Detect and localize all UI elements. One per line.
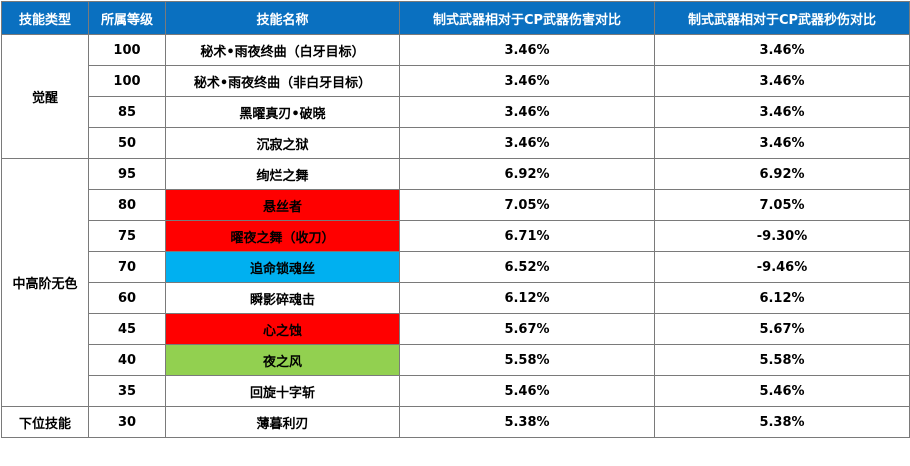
header-row: 技能类型 所属等级 技能名称 制式武器相对于CP武器伤害对比 制式武器相对于CP…: [1, 1, 910, 35]
header-skill-name: 技能名称: [165, 1, 400, 35]
level-cell: 100: [88, 34, 166, 66]
table-row: 觉醒 100 秘术•雨夜终曲（白牙目标） 3.46% 3.46%: [1, 34, 910, 159]
dps-cell: 5.67%: [654, 313, 910, 345]
skill-type-cell: 中高阶无色: [1, 158, 89, 407]
skill-name-cell: 沉寂之狱: [165, 127, 400, 159]
dps-cell: 5.38%: [654, 406, 910, 438]
level-cell: 70: [88, 251, 166, 283]
damage-cell: 3.46%: [399, 127, 655, 159]
skill-name-cell-highlighted: 曜夜之舞（收刀）: [165, 220, 400, 252]
damage-cell: 6.71%: [399, 220, 655, 252]
damage-cell: 5.67%: [399, 313, 655, 345]
skill-name-cell: 秘术•雨夜终曲（白牙目标）: [165, 34, 400, 66]
level-cell: 75: [88, 220, 166, 252]
dps-cell: -9.30%: [654, 220, 910, 252]
skill-name-cell: 回旋十字斩: [165, 375, 400, 407]
damage-cell: 7.05%: [399, 189, 655, 221]
damage-cell: 3.46%: [399, 96, 655, 128]
skill-name-cell-highlighted: 悬丝者: [165, 189, 400, 221]
damage-cell: 6.92%: [399, 158, 655, 190]
table-row: 75 曜夜之舞（收刀） 6.71% -9.30%: [2, 220, 910, 252]
level-cell: 35: [88, 375, 166, 407]
level-cell: 30: [88, 406, 166, 438]
table-row: 100 秘术•雨夜终曲（非白牙目标） 3.46% 3.46%: [2, 65, 910, 97]
table-row: 下位技能 30 薄暮利刃 5.38% 5.38%: [1, 406, 910, 438]
skill-type-cell: 下位技能: [1, 406, 89, 438]
dps-cell: 3.46%: [654, 34, 910, 66]
level-cell: 50: [88, 127, 166, 159]
skill-name-cell: 秘术•雨夜终曲（非白牙目标）: [165, 65, 400, 97]
damage-cell: 3.46%: [399, 65, 655, 97]
level-cell: 95: [88, 158, 166, 190]
dps-cell: -9.46%: [654, 251, 910, 283]
skill-name-cell-highlighted: 心之蚀: [165, 313, 400, 345]
table-row: 40 夜之风 5.58% 5.58%: [2, 344, 910, 376]
skill-name-cell-highlighted: 追命锁魂丝: [165, 251, 400, 283]
damage-cell: 5.58%: [399, 344, 655, 376]
dps-cell: 7.05%: [654, 189, 910, 221]
header-dps-compare: 制式武器相对于CP武器秒伤对比: [654, 1, 910, 35]
dps-cell: 6.12%: [654, 282, 910, 314]
skill-name-cell: 瞬影碎魂击: [165, 282, 400, 314]
header-skill-type: 技能类型: [1, 1, 89, 35]
skill-name-cell: 绚烂之舞: [165, 158, 400, 190]
table-row: 70 追命锁魂丝 6.52% -9.46%: [2, 251, 910, 283]
damage-cell: 5.46%: [399, 375, 655, 407]
damage-cell: 3.46%: [399, 34, 655, 66]
level-cell: 100: [88, 65, 166, 97]
header-damage-compare: 制式武器相对于CP武器伤害对比: [399, 1, 655, 35]
dps-cell: 5.46%: [654, 375, 910, 407]
level-cell: 45: [88, 313, 166, 345]
skill-name-cell: 黑曜真刃•破晓: [165, 96, 400, 128]
level-cell: 80: [88, 189, 166, 221]
skill-name-cell: 薄暮利刃: [165, 406, 400, 438]
table-row: 60 瞬影碎魂击 6.12% 6.12%: [2, 282, 910, 314]
table-row: 中高阶无色 95 绚烂之舞 6.92% 6.92%: [1, 158, 910, 407]
damage-cell: 6.12%: [399, 282, 655, 314]
skill-type-cell: 觉醒: [1, 34, 89, 159]
table-row: 35 回旋十字斩 5.46% 5.46%: [2, 375, 910, 407]
dps-cell: 3.46%: [654, 127, 910, 159]
skill-comparison-table: 技能类型 所属等级 技能名称 制式武器相对于CP武器伤害对比 制式武器相对于CP…: [1, 1, 910, 438]
table-row: 45 心之蚀 5.67% 5.67%: [2, 313, 910, 345]
damage-cell: 5.38%: [399, 406, 655, 438]
level-cell: 85: [88, 96, 166, 128]
header-level: 所属等级: [88, 1, 166, 35]
dps-cell: 3.46%: [654, 96, 910, 128]
skill-name-cell-highlighted: 夜之风: [165, 344, 400, 376]
table-row: 85 黑曜真刃•破晓 3.46% 3.46%: [2, 96, 910, 128]
level-cell: 60: [88, 282, 166, 314]
dps-cell: 3.46%: [654, 65, 910, 97]
dps-cell: 5.58%: [654, 344, 910, 376]
damage-cell: 6.52%: [399, 251, 655, 283]
level-cell: 40: [88, 344, 166, 376]
table-row: 50 沉寂之狱 3.46% 3.46%: [2, 127, 910, 159]
table-row: 80 悬丝者 7.05% 7.05%: [2, 189, 910, 221]
dps-cell: 6.92%: [654, 158, 910, 190]
